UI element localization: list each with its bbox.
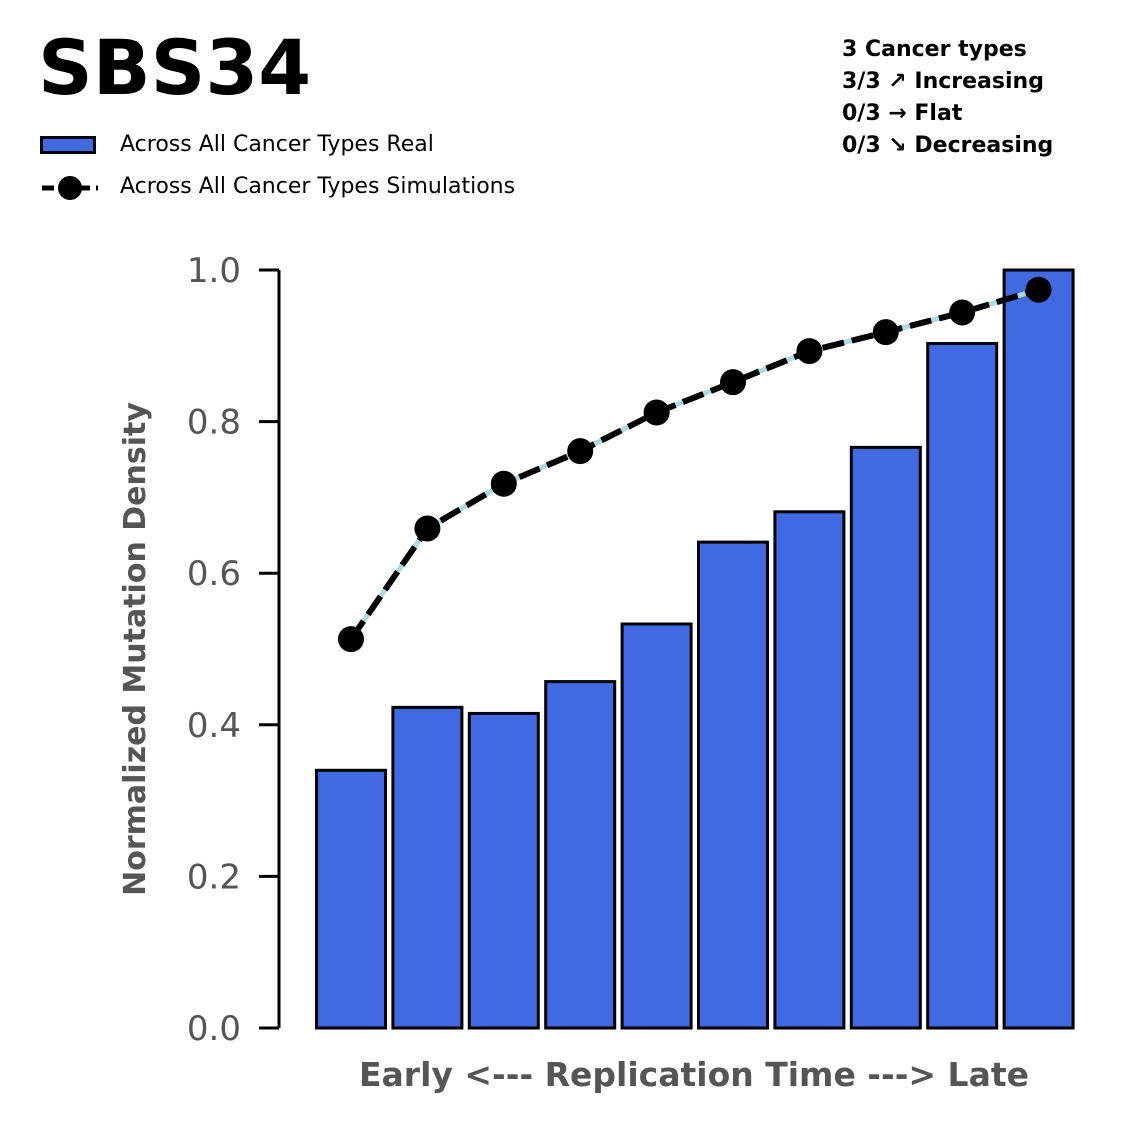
simulation-point [414,515,441,542]
legend-label-real: Across All Cancer Types Real [120,132,434,157]
simulation-point [1025,276,1052,303]
trend-summary: 3 Cancer types 3/3 ↗ Increasing 0/3 → Fl… [842,34,1053,162]
x-axis-label: Early <--- Replication Time ---> Late [359,1055,1029,1094]
simulation-point [720,369,746,396]
y-tick-label: 0.8 [187,403,241,443]
y-axis-label: Normalized Mutation Density [118,402,153,896]
simulation-point [872,319,899,346]
bars [315,268,1075,1030]
bar [1002,268,1075,1030]
bar [467,711,540,1030]
y-axis: 0.0 0.2 0.4 0.6 0.8 1.0 [187,251,281,1049]
bar [926,342,999,1030]
bar [849,445,922,1030]
bar [620,622,693,1030]
simulation-point [338,626,364,653]
simulation-line-path [348,286,1040,641]
summary-line-increasing: 3/3 ↗ Increasing [842,69,1044,94]
summary-line-cancer-types: 3 Cancer types [842,37,1027,62]
simulation-point [796,338,823,365]
summary-line-flat: 0/3 → Flat [842,101,963,126]
simulation-point [567,438,594,465]
simulation-point [490,470,517,497]
bar [544,680,617,1030]
legend-line-marker-icon [42,176,98,200]
simulation-line [338,276,1052,653]
summary-line-decreasing: 0/3 ↘ Decreasing [842,133,1054,158]
y-tick-label: 1.0 [187,251,241,291]
simulation-point [643,399,670,426]
chart-title: SBS34 [38,23,312,112]
bar [315,768,387,1030]
y-tick-label: 0.2 [187,857,241,897]
y-tick-label: 0.0 [187,1009,241,1049]
legend-bar-swatch [40,136,96,154]
bar [391,705,464,1030]
y-tick-label: 0.6 [187,554,241,594]
legend-label-simulations: Across All Cancer Types Simulations [120,174,516,199]
y-tick-label: 0.4 [187,706,241,746]
simulation-point [949,299,976,326]
bar [697,540,769,1030]
bar [773,510,846,1030]
